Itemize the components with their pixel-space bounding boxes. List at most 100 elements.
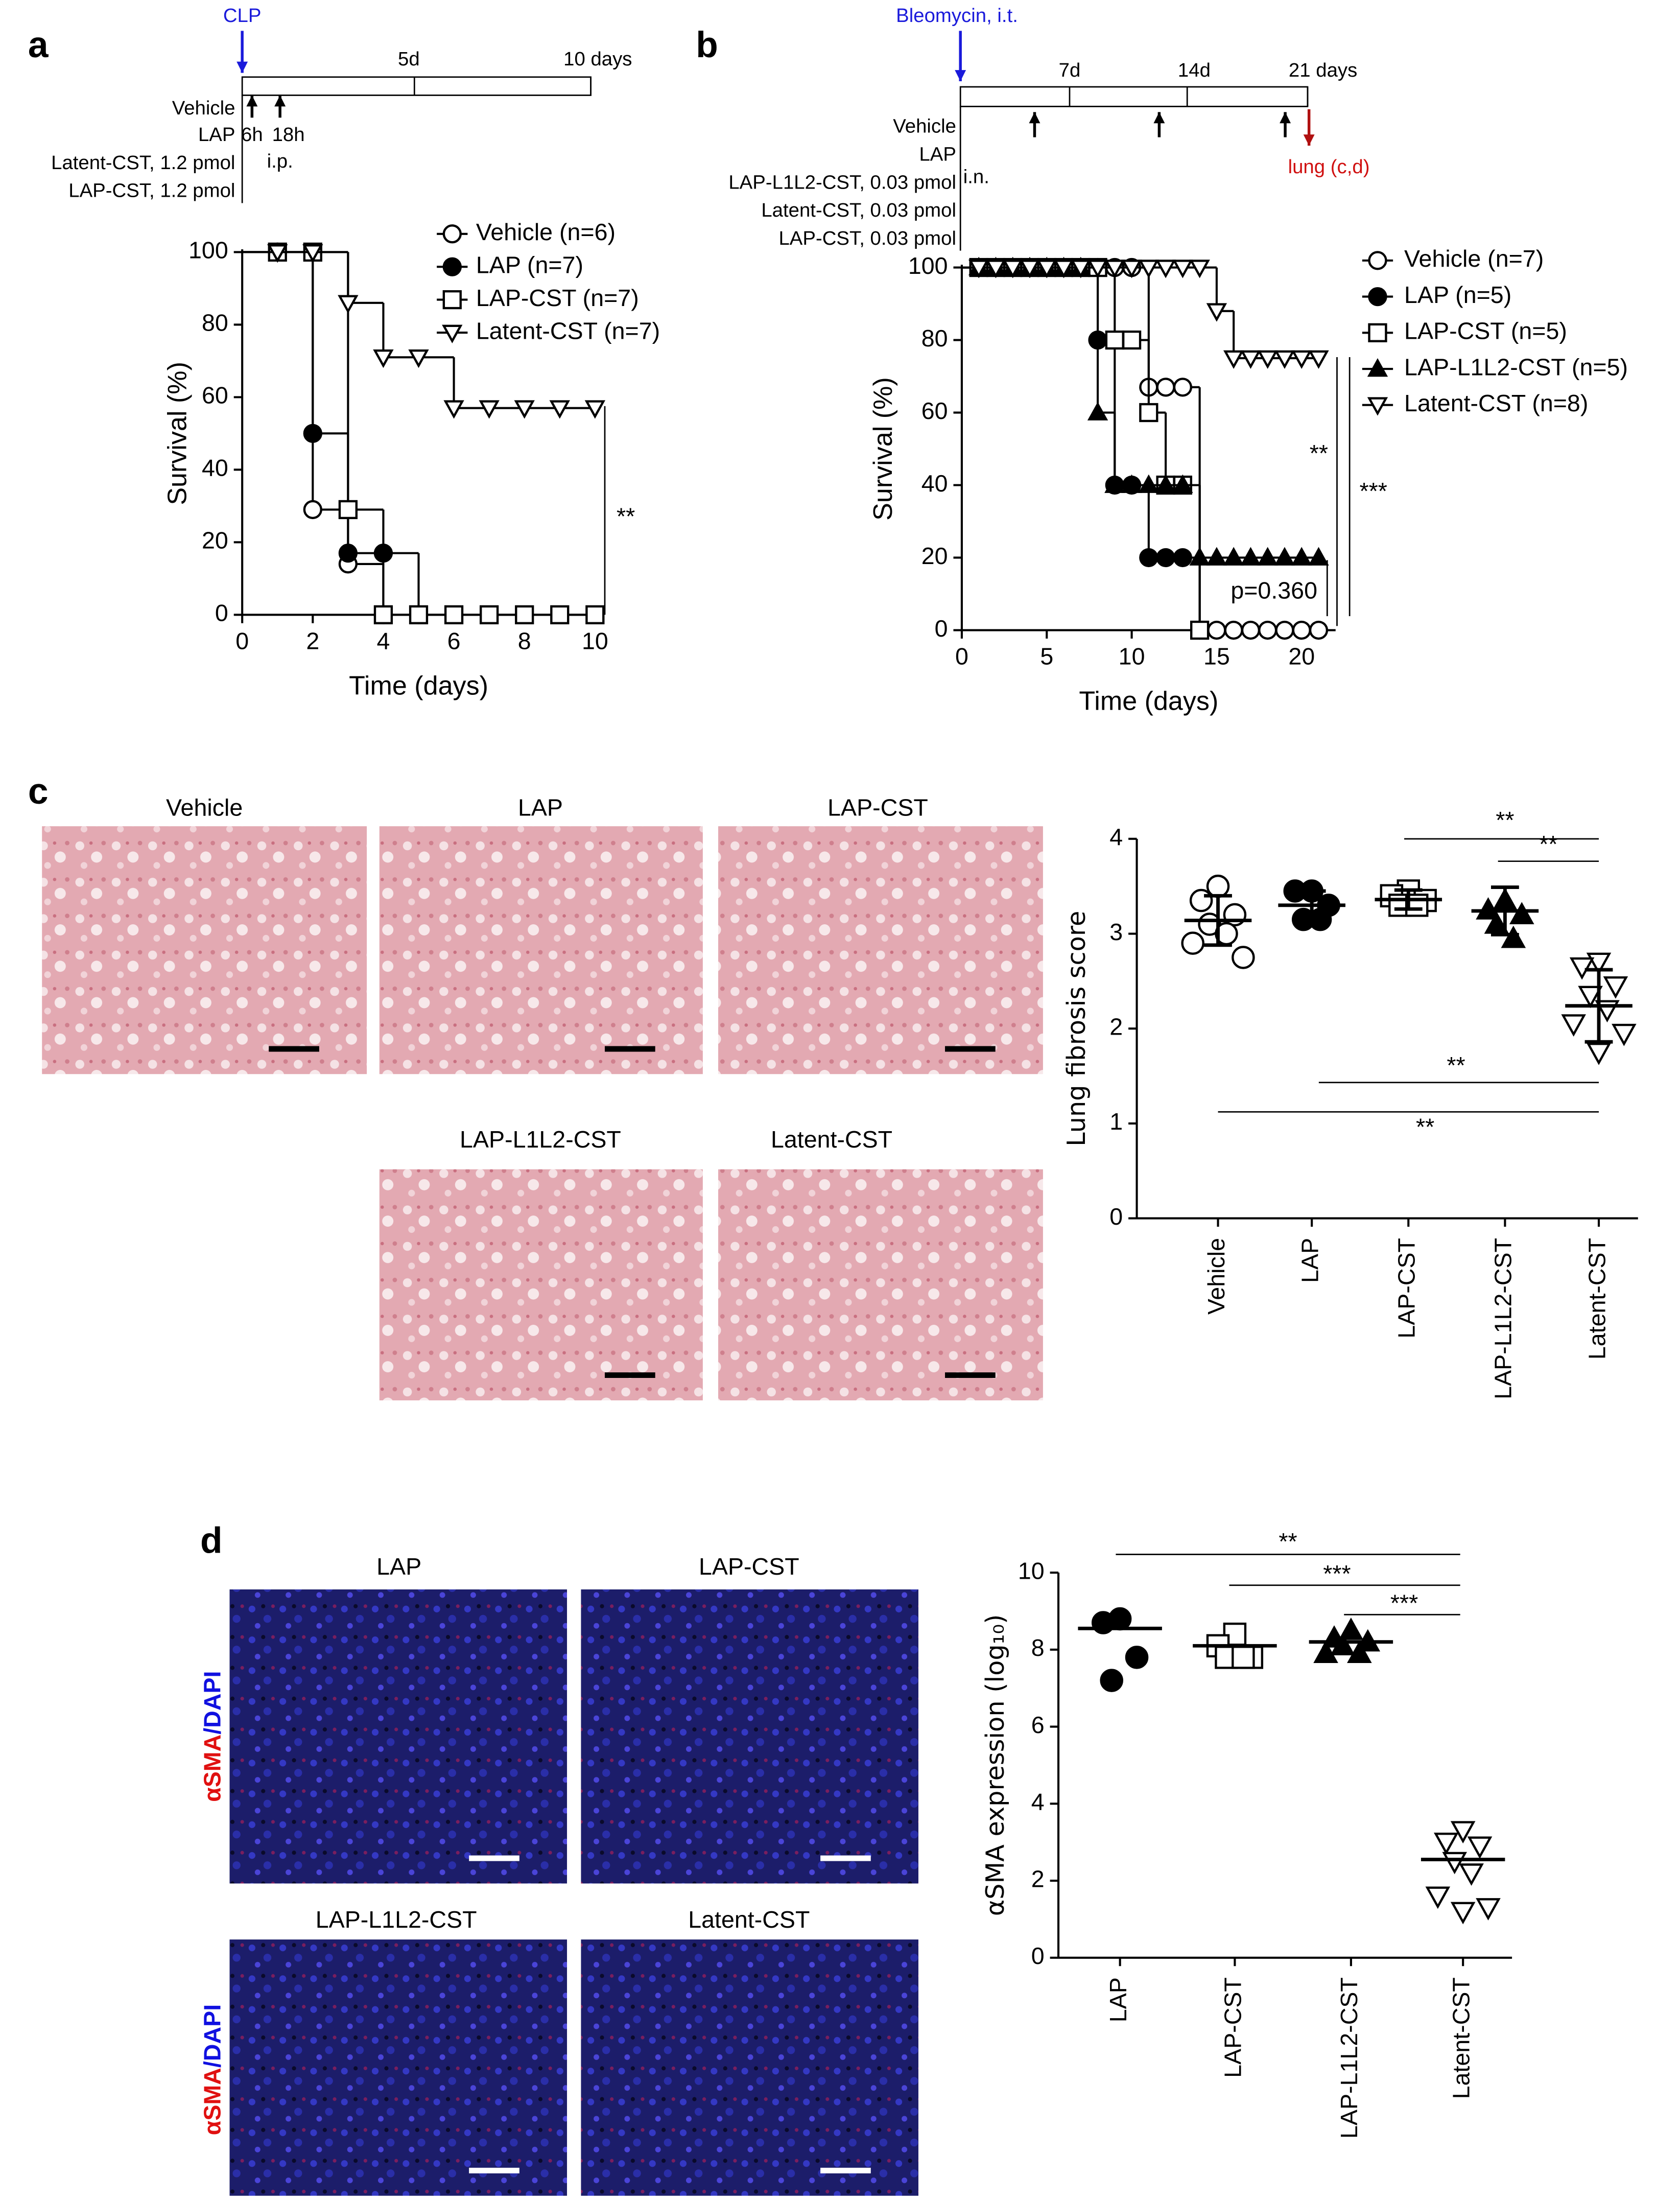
image-label: LAP — [376, 1553, 421, 1580]
data-point — [267, 244, 288, 263]
group-label: Latent-CST, 1.2 pmol — [51, 152, 235, 174]
x-tick-label: Vehicle — [1203, 1238, 1229, 1315]
timeline-label: 5d — [398, 48, 420, 70]
image-label: LAP-CST — [827, 794, 928, 821]
data-point — [1121, 260, 1142, 278]
data-point — [1206, 303, 1227, 322]
data-point — [303, 424, 322, 443]
data-point — [1224, 620, 1243, 640]
data-point — [1501, 925, 1526, 948]
data-point — [1232, 1646, 1255, 1669]
data-point — [1138, 474, 1160, 493]
data-point — [443, 400, 464, 419]
y-tick-label: 0 — [935, 615, 948, 642]
data-point — [1181, 931, 1204, 955]
legend-marker — [442, 324, 463, 343]
data-point — [1476, 1898, 1501, 1921]
micrograph — [229, 1589, 567, 1884]
legend-label: LAP-CST (n=5) — [1404, 318, 1567, 344]
data-point — [1240, 547, 1261, 566]
data-point — [968, 260, 989, 278]
y-tick-label: 2 — [1109, 1014, 1123, 1040]
data-point — [1338, 1618, 1364, 1640]
y-tick-label: 0 — [1031, 1942, 1045, 1969]
x-tick-label: LAP-L1L2-CST — [1490, 1238, 1517, 1399]
data-point — [1019, 260, 1040, 278]
data-point — [1189, 547, 1210, 566]
data-point — [1070, 260, 1091, 278]
dose-arrow-head — [1029, 112, 1040, 124]
data-point — [338, 543, 358, 563]
micrograph — [581, 1939, 918, 2196]
data-point — [1459, 1863, 1484, 1886]
data-point — [1450, 1821, 1476, 1844]
y-tick-label: 4 — [1109, 824, 1123, 850]
sd-bar — [1490, 885, 1519, 937]
data-point — [1232, 946, 1255, 969]
data-point — [1476, 897, 1501, 920]
data-point — [1291, 547, 1312, 566]
y-axis-title: Survival (%) — [163, 362, 193, 505]
x-tick-label: LAP-L1L2-CST — [1336, 1977, 1362, 2139]
data-point — [1053, 260, 1074, 278]
data-point — [549, 400, 570, 419]
data-point — [1309, 620, 1329, 640]
data-point — [1586, 1043, 1612, 1065]
legend-label: Latent-CST (n=7) — [476, 317, 660, 344]
group-label: LAP-CST, 0.03 pmol — [778, 227, 956, 249]
data-point — [985, 260, 1006, 278]
stain-marker: αSMA — [199, 2068, 226, 2135]
group-label: LAP — [198, 124, 235, 146]
y-axis-title: Survival (%) — [868, 377, 898, 521]
x-tick-label: 10 — [582, 627, 608, 654]
data-point — [1121, 474, 1142, 493]
data-point — [1223, 350, 1244, 369]
dose-label: 6h — [241, 124, 263, 146]
data-point — [1275, 620, 1294, 640]
annotation: *** — [1360, 478, 1387, 504]
y-tick-label: 10 — [1018, 1557, 1045, 1584]
data-point — [1484, 911, 1509, 934]
x-tick-label: 4 — [376, 627, 390, 654]
x-axis-title: Time (days) — [1079, 687, 1218, 716]
legend-marker — [442, 224, 462, 244]
group-label: Latent-CST, 0.03 pmol — [761, 199, 956, 221]
data-point — [1189, 260, 1210, 278]
data-point — [1612, 1023, 1637, 1046]
data-point — [1104, 474, 1125, 493]
dose-arrow-head — [1153, 112, 1165, 124]
comparison-label: ** — [1416, 1113, 1434, 1140]
data-point — [1330, 1633, 1355, 1655]
micrograph — [581, 1589, 918, 1884]
data-point — [1104, 260, 1125, 278]
data-point — [1087, 402, 1108, 420]
x-tick-label: Latent-CST — [1448, 1977, 1474, 2099]
stain-counterstain: DAPI — [199, 2004, 226, 2061]
data-point — [1206, 547, 1227, 566]
legend-label: LAP-CST (n=7) — [476, 285, 639, 311]
data-point — [1172, 474, 1193, 493]
y-tick-label: 4 — [1031, 1789, 1045, 1815]
stain-counterstain: DAPI — [199, 1671, 226, 1728]
legend-label: Vehicle (n=7) — [1404, 245, 1544, 272]
data-point — [550, 605, 570, 624]
route-label: i.p. — [267, 150, 293, 172]
data-point — [1087, 260, 1108, 278]
comparison-label: ** — [1496, 807, 1514, 833]
stain-label: αSMA/DAPI — [199, 2004, 226, 2135]
data-point — [1308, 547, 1329, 566]
panel-label: d — [200, 1520, 223, 1561]
data-point — [1122, 330, 1142, 350]
panel-label: a — [28, 25, 49, 65]
micrograph — [718, 826, 1043, 1074]
annotation: ** — [1310, 440, 1328, 466]
legend-marker — [442, 290, 462, 310]
data-point — [1433, 1833, 1459, 1855]
data-point — [373, 605, 393, 624]
group-label: Vehicle — [172, 97, 235, 119]
y-tick-label: 100 — [908, 252, 948, 279]
route-label: i.n. — [963, 166, 989, 188]
data-point — [338, 295, 359, 314]
